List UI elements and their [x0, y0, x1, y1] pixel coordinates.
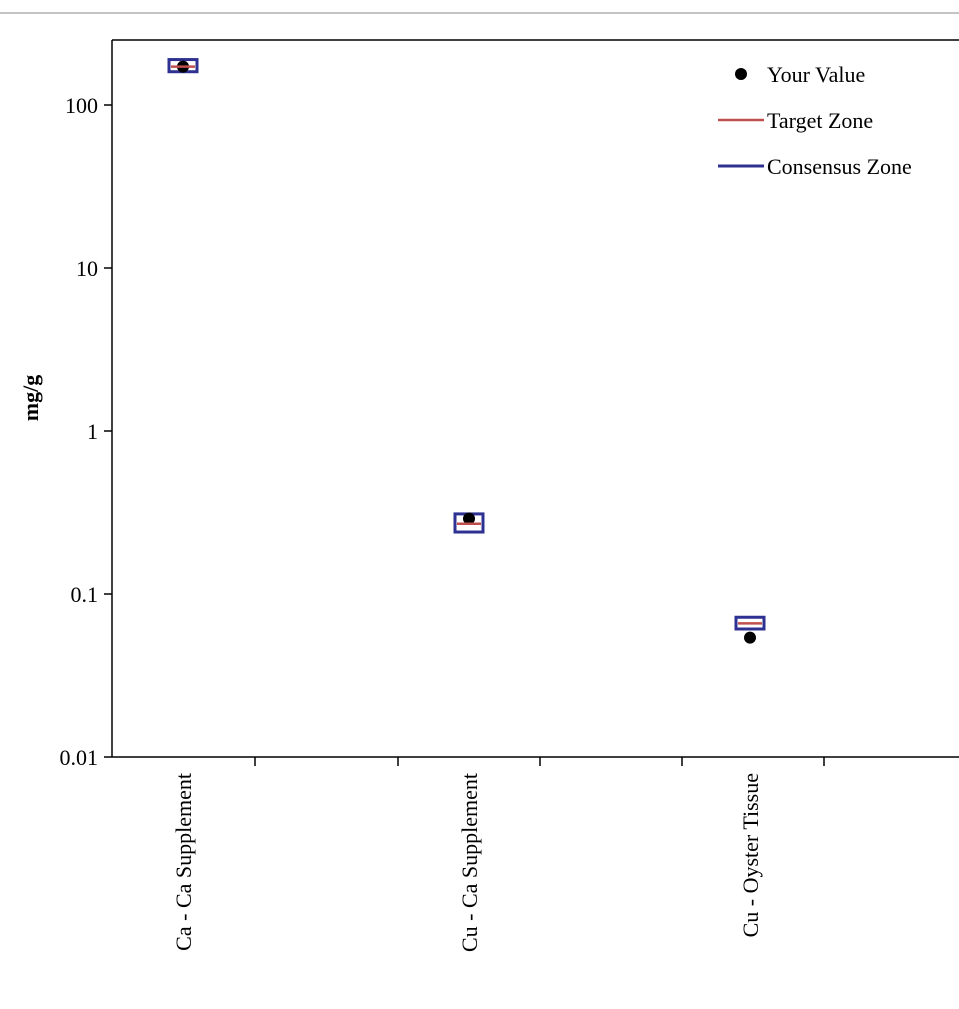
top-rule: [0, 12, 959, 14]
your-value-dot: [463, 512, 475, 525]
x-ticks: Ca - Ca Supplement Cu - Ca Supplement Cu -…: [171, 757, 825, 952]
your-value-dot: [744, 631, 756, 644]
y-tick-label: 0.1: [71, 582, 99, 607]
legend-label: Consensus Zone: [767, 154, 912, 179]
x-category-label: Cu - Oyster Tissue: [738, 773, 763, 937]
y-ticks: 100 10 1 0.1 0.01: [60, 93, 112, 770]
y-tick-label: 100: [65, 93, 98, 118]
legend: Your Value Target Zone Consensus Zone: [718, 62, 912, 179]
x-category-label: Cu - Ca Supplement: [457, 773, 482, 952]
legend-label: Target Zone: [767, 108, 873, 133]
y-tick-label: 10: [76, 256, 98, 281]
consensus-zone-box: [734, 615, 766, 631]
legend-your-value-icon: [735, 68, 747, 80]
x-category-label: Ca - Ca Supplement: [171, 773, 196, 951]
y-tick-label: 1: [87, 419, 98, 444]
axes: [111, 39, 959, 758]
y-tick-label: 0.01: [60, 745, 99, 770]
data-marks: [167, 58, 766, 644]
legend-label: Your Value: [767, 62, 865, 87]
y-axis-label: mg/g: [18, 375, 43, 421]
